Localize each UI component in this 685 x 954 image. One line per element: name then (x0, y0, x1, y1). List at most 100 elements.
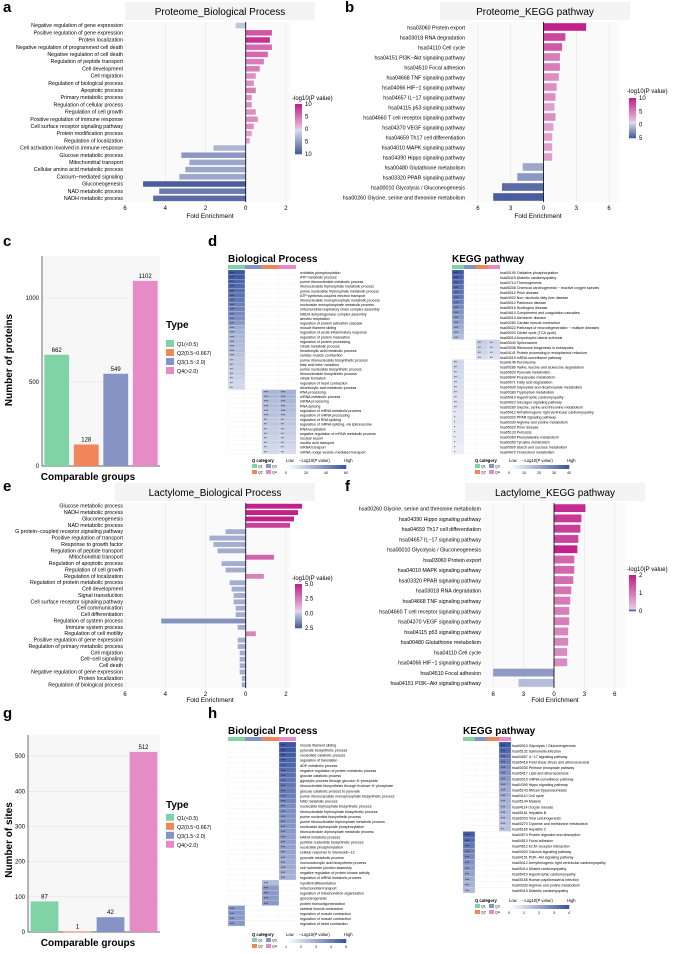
bar-f (518, 678, 554, 687)
x-tick-label-f: 3 (522, 692, 526, 698)
legend-swatch-b (629, 137, 636, 139)
heat-cell-d-kegg (463, 294, 477, 300)
legend-swatch-b (629, 109, 636, 111)
heat-cell-h-kegg (462, 825, 476, 832)
heat-cell-d-bp (278, 375, 297, 381)
heat-cell-d-bp (278, 302, 297, 307)
row-label-h-bp: ribonucleoside diphosphate metabolic pro… (300, 830, 374, 834)
legend-swatch-a (295, 136, 302, 139)
row-label-d-bp: purine ribonucleotide metabolic process (300, 280, 364, 284)
signif-star-d-bp: ** (264, 450, 267, 454)
heat-cell-d-kegg (463, 424, 477, 430)
heat-cell-d-kegg (487, 309, 501, 315)
legend-swatch-b (629, 124, 636, 126)
category-label-e: Response to growth factor (61, 542, 123, 548)
bar-a (245, 37, 270, 43)
title-b: Proteome_KEGG pathway (476, 7, 594, 18)
data-label-c: 662 (52, 348, 63, 354)
bar-e (241, 676, 246, 681)
heat-cell-d-kegg (475, 443, 489, 450)
heat-cell-d-bp (278, 292, 297, 298)
legend-swatch-a (295, 149, 302, 151)
signif-star-h-bp: *** (281, 851, 286, 855)
signif-star-d-bp: ** (230, 363, 233, 367)
bar-f (554, 658, 568, 667)
signif-star-d-bp: *** (230, 280, 235, 284)
scale-swatch-d-bp (328, 465, 331, 469)
legend-swatch-f (629, 585, 636, 587)
signif-star-d-kegg: *** (454, 296, 459, 300)
heat-cell-d-bp (278, 338, 297, 344)
heat-cell-d-bp (278, 348, 297, 353)
row-label-h-bp: nucleoside diphosphate phosphorylation (300, 825, 364, 829)
heat-cell-d-kegg (463, 269, 477, 276)
legend-swatch-f (629, 597, 636, 599)
bar-a (245, 87, 256, 94)
bar-e (239, 669, 246, 675)
signif-star-h-bp: *** (281, 764, 286, 768)
row-label-d-kegg: hsa03040 Spliceosome (500, 341, 537, 345)
category-label-b: hsa04660 T cell receptor signaling pathw… (363, 115, 465, 121)
heat-cell-h-kegg (498, 853, 512, 860)
legend-swatch-e (295, 600, 302, 602)
scale-swatch-h-bp (328, 939, 331, 943)
scale-swatch-h-kegg (523, 905, 526, 909)
signif-star-h-kegg: *** (501, 805, 506, 809)
heat-cell-d-kegg (451, 339, 465, 345)
row-label-d-kegg: hsa00330 Arginine and proline metabolism (500, 420, 568, 424)
signif-star-d-bp: *** (264, 404, 269, 408)
category-label-f: hsa04151 PI3K−Akt signaling pathway (390, 681, 481, 687)
heat-cell-d-bp (278, 384, 297, 390)
heat-cell-d-bp (278, 269, 297, 275)
scale-swatch-d-bp (286, 465, 289, 469)
scale-metric-h-bp: −Log10(P value) (299, 932, 330, 937)
heat-cell-h-bp (227, 890, 246, 896)
heat-cell-h-kegg (474, 859, 488, 866)
heat-cell-d-kegg (475, 269, 489, 276)
legend-swatch-f (629, 606, 636, 608)
heat-cell-h-bp (244, 757, 263, 763)
row-label-d-kegg: hsa05410 Hypertrophic cardiomyopathy (500, 396, 564, 400)
row-label-h-bp: NADH metabolic process (300, 835, 340, 839)
legend-swatch-f (629, 587, 636, 589)
heat-cell-h-bp (227, 747, 246, 753)
x-tick-label-f: 6 (613, 692, 617, 698)
signif-star-d-kegg: *** (454, 331, 459, 335)
qcat-swatch-h-kegg (475, 904, 480, 908)
scale-swatch-d-bp (334, 465, 337, 469)
row-label-d-kegg: hsa05133 Pertussis (500, 430, 532, 434)
scale-tick-d-kegg: 30 (552, 471, 556, 475)
row-label-d-kegg: hsa05020 Prion disease (500, 425, 539, 429)
qcat-swatch-h-kegg (489, 910, 494, 914)
heat-cell-h-bp (244, 772, 263, 778)
heat-cell-d-bp (227, 444, 246, 450)
signif-star-h-bp: *** (230, 912, 235, 916)
row-label-h-bp: pyruvate biosynthetic process (300, 748, 348, 752)
heat-cell-h-bp (261, 839, 280, 845)
signif-star-d-bp: *** (264, 395, 269, 399)
heat-cell-h-kegg (474, 825, 488, 832)
signif-star-h-bp: *** (281, 784, 286, 788)
row-label-d-kegg: hsa03320 PPAR signaling pathway (500, 415, 556, 419)
row-label-h-bp: gluconeogenesis (300, 897, 327, 901)
category-label-e: Regulation of apoptotic process (49, 561, 124, 567)
heat-cell-d-kegg (475, 394, 489, 400)
category-label-e: Positive regulation of transport (51, 536, 123, 542)
heat-cell-d-kegg (475, 429, 489, 435)
heat-cell-h-bp (261, 813, 280, 819)
scale-swatch-d-bp (336, 465, 339, 469)
legend-tick-e: 2.5 (305, 597, 314, 603)
signif-star-h-bp: *** (281, 835, 286, 839)
signif-star-h-bp: *** (281, 769, 286, 773)
heat-cell-d-kegg (487, 389, 501, 395)
heat-cell-d-bp (244, 398, 263, 404)
scale-swatch-h-bp (314, 939, 317, 943)
heat-cell-h-kegg (498, 836, 512, 843)
title-bg-a (125, 2, 315, 20)
row-label-d-bp: negative regulation of mRNA metabolic pr… (300, 432, 376, 436)
heat-cell-d-kegg (463, 379, 477, 385)
heat-cell-h-bp (244, 839, 263, 845)
signif-star-h-bp: *** (281, 846, 286, 850)
signif-star-h-kegg: *** (465, 833, 470, 837)
legend-tick-b: 5 (639, 109, 643, 115)
